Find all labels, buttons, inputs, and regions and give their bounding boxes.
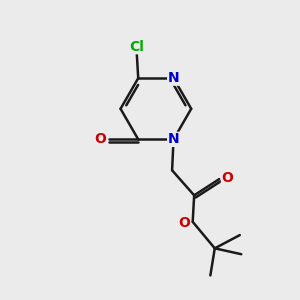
Text: N: N: [168, 71, 179, 85]
Text: O: O: [178, 216, 190, 230]
Text: O: O: [221, 171, 233, 185]
Text: Cl: Cl: [129, 40, 144, 54]
Text: N: N: [168, 132, 179, 146]
Text: O: O: [94, 132, 106, 146]
